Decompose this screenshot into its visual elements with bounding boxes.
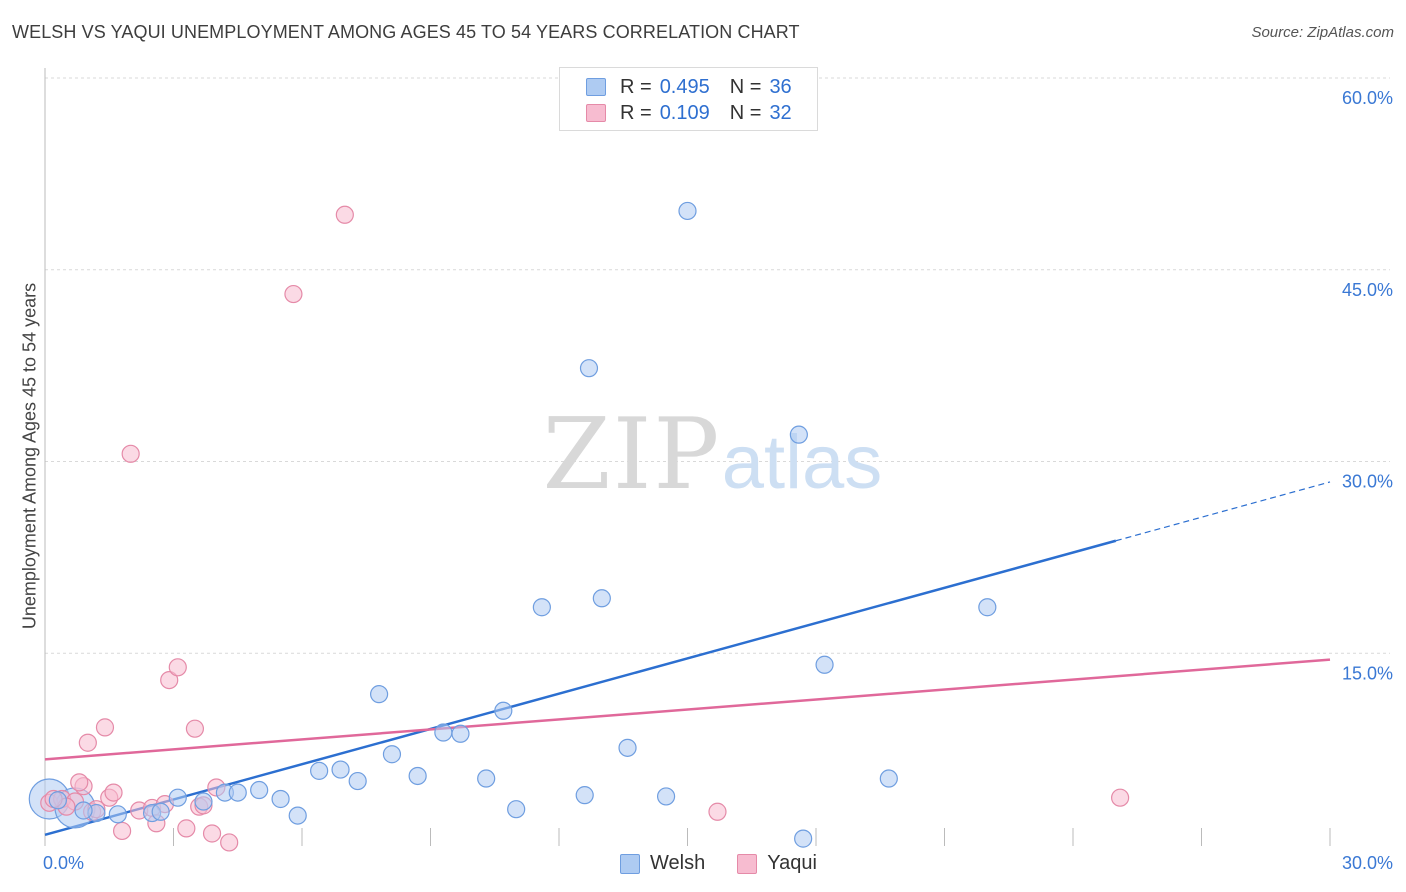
legend-swatch-yaqui [586, 104, 606, 122]
data-point-yaqui [95, 718, 115, 737]
data-point-welsh [310, 761, 329, 780]
data-points [28, 201, 1130, 852]
legend-row-welsh: R = 0.495 N = 36 [586, 75, 792, 99]
trend-lines [44, 481, 1331, 836]
legend-n-label: N = [729, 101, 762, 124]
data-point-yaqui [202, 824, 222, 843]
data-point-welsh [978, 598, 997, 617]
data-point-yaqui [220, 833, 239, 852]
chart-title: WELSH VS YAQUI UNEMPLOYMENT AMONG AGES 4… [12, 22, 800, 42]
data-point-welsh [815, 655, 834, 674]
gridlines [45, 77, 1390, 654]
legend-swatch-yaqui [737, 853, 758, 874]
legend-item-yaqui: Yaqui [737, 852, 817, 875]
data-point-welsh [678, 201, 697, 221]
legend-r-value: 0.495 [659, 75, 710, 98]
y-axis-label: Unemployment Among Ages 45 to 54 years [19, 282, 40, 630]
x-tick-label: 0.0% [43, 853, 84, 873]
data-point-welsh [477, 769, 496, 788]
y-tick-label: 15.0% [1342, 663, 1393, 683]
data-point-yaqui [1111, 788, 1130, 807]
data-point-welsh [194, 792, 213, 811]
series-legend: Welsh Yaqui [620, 852, 849, 875]
data-point-welsh [618, 738, 637, 757]
trend-line-extension [1115, 481, 1331, 542]
data-point-welsh [331, 760, 350, 779]
legend-item-welsh: Welsh [620, 852, 705, 875]
data-point-welsh [382, 745, 402, 764]
axes [44, 68, 1331, 846]
data-point-welsh [370, 685, 389, 704]
y-tick-label: 60.0% [1342, 88, 1393, 108]
data-point-yaqui [185, 719, 205, 738]
data-point-welsh [168, 788, 187, 807]
legend-n-value: 32 [769, 101, 792, 124]
legend-r-value: 0.109 [659, 101, 710, 124]
data-point-welsh [532, 598, 551, 617]
watermark-zip: ZIP [543, 398, 722, 512]
x-tick-label: 30.0% [1342, 853, 1393, 873]
legend-swatch-welsh [620, 853, 640, 874]
watermark: ZIP atlas [543, 398, 883, 512]
data-point-yaqui [335, 205, 354, 224]
legend-r-label: R = [620, 75, 652, 98]
data-point-welsh [451, 724, 470, 743]
data-point-welsh [656, 787, 676, 806]
data-point-welsh [434, 723, 453, 742]
tick-labels: 15.0% 30.0% 45.0% 60.0% 0.0% 30.0% [43, 88, 1393, 873]
data-point-welsh [74, 801, 93, 820]
source-label: Source: ZipAtlas.com [1251, 24, 1394, 41]
y-tick-label: 30.0% [1342, 472, 1393, 492]
data-point-welsh [48, 791, 67, 810]
data-point-yaqui [708, 802, 727, 821]
data-point-yaqui [284, 284, 303, 304]
data-point-welsh [288, 806, 307, 825]
data-point-welsh [879, 769, 898, 788]
data-point-yaqui [104, 783, 123, 802]
legend-label-yaqui: Yaqui [767, 852, 817, 874]
data-point-welsh [408, 766, 427, 786]
data-point-yaqui [112, 821, 132, 841]
y-tick-label: 45.0% [1342, 280, 1393, 300]
data-point-welsh [575, 786, 594, 805]
legend-label-welsh: Welsh [650, 852, 706, 874]
data-point-welsh [579, 359, 599, 378]
data-point-welsh [494, 701, 513, 720]
data-point-welsh [151, 802, 170, 821]
legend-swatch-welsh [586, 78, 606, 96]
data-point-yaqui [78, 733, 97, 752]
data-point-welsh [228, 783, 247, 802]
data-point-welsh [794, 829, 813, 848]
data-point-welsh [348, 771, 367, 791]
legend-n-value: 36 [769, 75, 792, 98]
data-point-welsh [592, 589, 611, 608]
data-point-welsh [250, 780, 269, 800]
data-point-yaqui [168, 658, 187, 677]
legend-row-yaqui: R = 0.109 N = 32 [586, 101, 792, 125]
correlation-legend: R = 0.495 N = 36 R = 0.109 N = 32 [559, 67, 818, 131]
data-point-yaqui [70, 773, 89, 792]
data-point-yaqui [121, 444, 140, 463]
data-point-welsh [108, 805, 127, 824]
legend-n-label: N = [729, 75, 762, 98]
data-point-yaqui [177, 819, 196, 838]
legend-r-label: R = [620, 101, 652, 124]
data-point-welsh [271, 789, 290, 809]
trend-line-yaqui [44, 658, 1331, 761]
data-point-welsh [507, 800, 526, 819]
data-point-yaqui [160, 670, 179, 690]
data-point-welsh [789, 425, 808, 444]
